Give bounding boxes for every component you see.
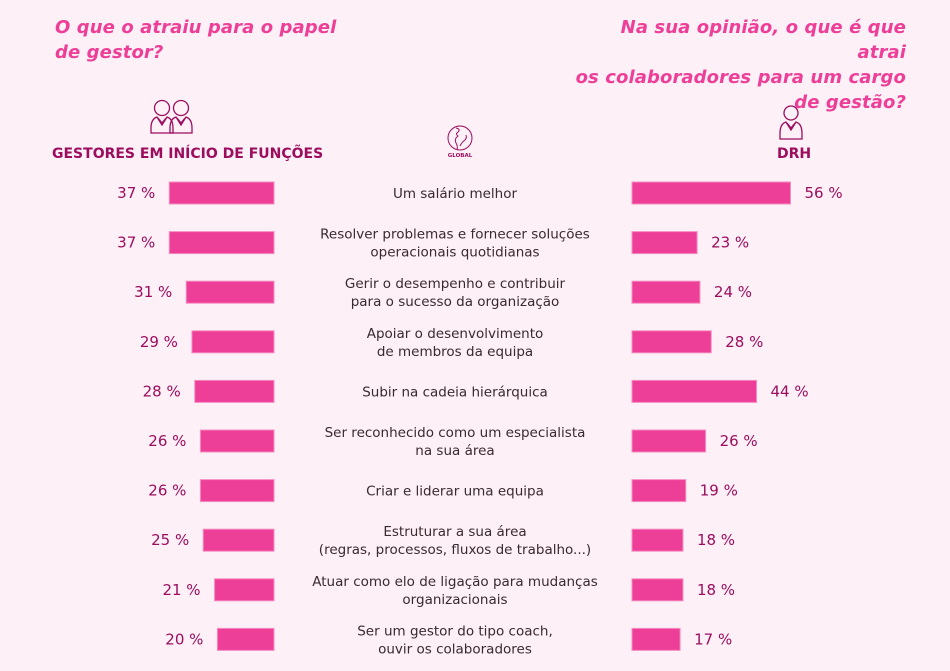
right-value-label: 56 % <box>804 184 842 202</box>
category-label: Apoiar o desenvolvimento <box>367 326 544 342</box>
right-question-line: os colaboradores para um cargo <box>575 67 906 88</box>
category-label: Subir na cadeia hierárquica <box>362 384 548 400</box>
right-bar <box>631 231 698 255</box>
category-label: Ser um gestor do tipo coach, <box>357 623 553 639</box>
category-label: Criar e liderar uma equipa <box>366 484 544 500</box>
left-bar <box>194 379 275 403</box>
right-bar <box>631 528 684 552</box>
left-value-label: 25 % <box>151 531 189 549</box>
left-bar <box>199 479 275 503</box>
category-label: para o sucesso da organização <box>351 294 560 310</box>
right-value-label: 18 % <box>697 531 735 549</box>
right-value-label: 23 % <box>711 234 749 252</box>
global-label: GLOBAL <box>448 153 473 159</box>
right-value-label: 24 % <box>714 283 752 301</box>
left-bar <box>168 231 275 255</box>
right-question: Na sua opinião, o que é que atrai os col… <box>566 15 906 115</box>
right-bar <box>631 379 758 403</box>
category-label: organizacionais <box>402 592 507 608</box>
left-question: O que o atraiu para o papel de gestor? <box>55 15 345 65</box>
left-value-label: 37 % <box>117 184 155 202</box>
category-label: Um salário melhor <box>393 186 518 202</box>
left-bar <box>199 429 275 453</box>
category-label: ouvir os colaboradores <box>378 641 532 657</box>
category-label: Ser reconhecido como um especialista <box>325 425 586 441</box>
right-group-label: DRH <box>777 146 812 162</box>
category-label: Estruturar a sua área <box>383 524 526 540</box>
left-value-label: 31 % <box>134 283 172 301</box>
left-value-label: 28 % <box>143 382 181 400</box>
right-bar <box>631 627 681 651</box>
globe-icon: GLOBAL <box>447 125 473 159</box>
category-label: na sua área <box>415 443 494 459</box>
two-people-icon <box>150 99 193 134</box>
left-value-label: 26 % <box>148 432 186 450</box>
left-question-line: de gestor? <box>55 42 164 63</box>
left-bar <box>214 578 275 602</box>
left-value-label: 29 % <box>140 333 178 351</box>
right-value-label: 19 % <box>700 482 738 500</box>
right-bar <box>631 280 701 304</box>
left-bar <box>202 528 275 552</box>
right-bar <box>631 429 707 453</box>
left-bar <box>191 330 275 354</box>
category-label: (regras, processos, fluxos de trabalho..… <box>319 542 591 558</box>
category-label: Gerir o desempenho e contribuir <box>345 276 566 292</box>
left-group-label: GESTORES EM INÍCIO DE FUNÇÕES <box>52 146 324 162</box>
right-value-label: 18 % <box>697 581 735 599</box>
category-label: Resolver problemas e fornecer soluções <box>320 227 590 243</box>
right-bar <box>631 330 712 354</box>
right-value-label: 44 % <box>771 382 809 400</box>
right-question-line: de gestão? <box>794 92 906 113</box>
left-bar <box>168 181 275 205</box>
right-question-line: Na sua opinião, o que é que atrai <box>620 17 906 63</box>
person-icon <box>779 105 803 140</box>
right-bar <box>631 578 684 602</box>
left-value-label: 20 % <box>165 630 203 648</box>
right-bar <box>631 479 687 503</box>
right-value-label: 26 % <box>720 432 758 450</box>
left-value-label: 21 % <box>162 581 200 599</box>
right-value-label: 17 % <box>694 630 732 648</box>
category-label: operacionais quotidianas <box>370 245 539 261</box>
left-bar <box>216 627 275 651</box>
left-bar <box>185 280 275 304</box>
left-value-label: 37 % <box>117 234 155 252</box>
category-label: de membros da equipa <box>377 344 533 360</box>
right-bar <box>631 181 791 205</box>
left-value-label: 26 % <box>148 482 186 500</box>
right-value-label: 28 % <box>725 333 763 351</box>
left-question-line: O que o atraiu para o papel <box>55 17 337 38</box>
category-label: Atuar como elo de ligação para mudanças <box>312 574 598 590</box>
